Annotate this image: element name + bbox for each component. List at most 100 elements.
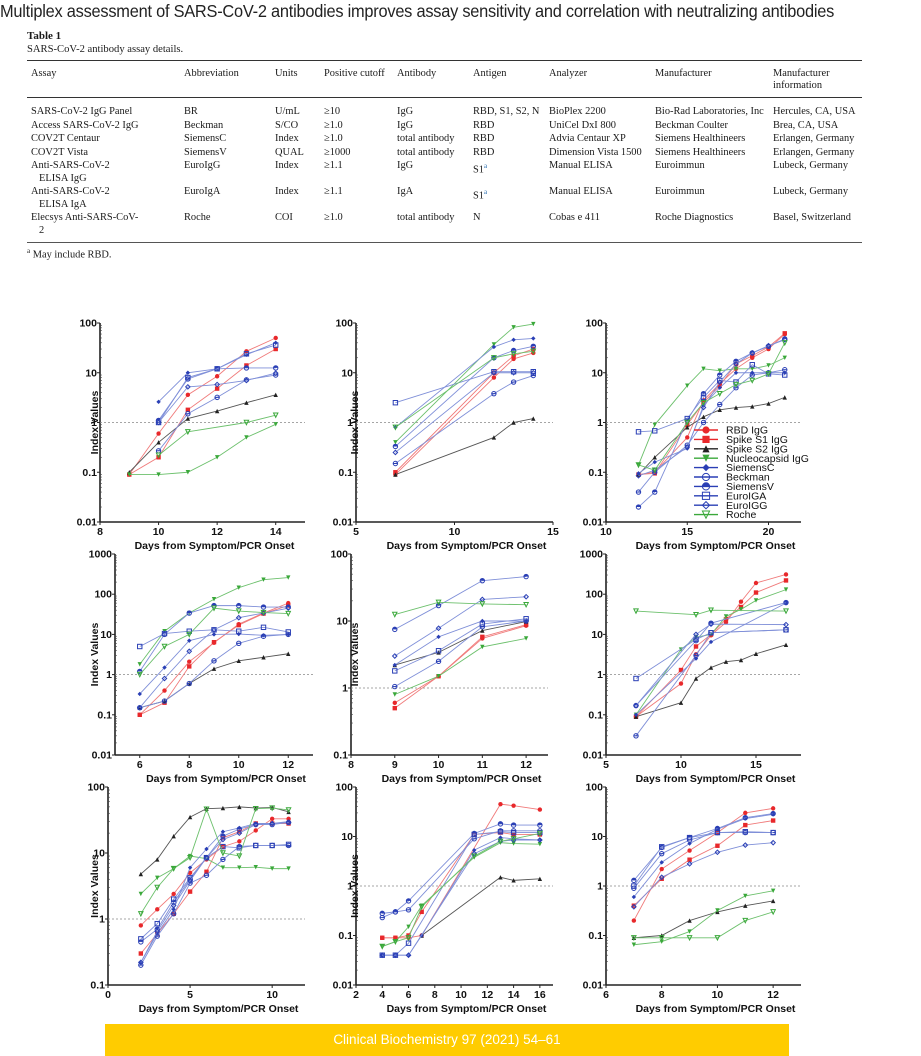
chart-panel-4: 0.01 0.1 1 10 100 1000 6 8 10 12 Days from Symptom…	[89, 549, 313, 785]
data-point	[491, 375, 497, 380]
series-line	[128, 394, 276, 473]
cell-abbreviation: EuroIgA	[184, 186, 221, 197]
data-point	[537, 832, 543, 837]
series-line	[395, 371, 534, 404]
legend-entry: Nucleocapsid IgG	[694, 453, 809, 465]
data-point	[471, 836, 477, 842]
data-point	[379, 952, 386, 959]
series-spike-s2-igg	[392, 619, 529, 668]
x-tick-label: 8	[659, 989, 665, 1001]
data-point	[286, 575, 291, 580]
data-point	[693, 636, 699, 643]
data-point	[631, 918, 637, 923]
data-point	[273, 365, 279, 371]
series-beckman	[631, 829, 776, 891]
data-point	[635, 504, 642, 510]
series-euroigg	[136, 605, 292, 711]
data-point	[471, 831, 477, 838]
data-point	[211, 639, 217, 645]
series-beckman	[155, 372, 279, 454]
data-point	[510, 347, 517, 354]
cell-assay: COV2T Centaur	[27, 132, 180, 146]
assay-name-cont: 2	[39, 224, 45, 236]
data-point	[715, 908, 720, 913]
series-rbd-igg	[127, 335, 278, 477]
x-tick-label: 8	[97, 526, 103, 538]
legend-label: Spike S1 IgG	[726, 434, 788, 446]
data-point	[717, 383, 722, 388]
cell-manufacturer: Siemens Healthineers	[655, 146, 746, 158]
y-tick-label: 0.1	[588, 709, 603, 721]
data-point	[733, 385, 739, 391]
x-tick-label: 10	[712, 989, 724, 1001]
y-tick-label: 10	[591, 367, 603, 379]
col-header: Manufacturer information	[773, 68, 830, 91]
data-point	[138, 923, 144, 928]
cell-cutoff: ≥1.1	[324, 160, 343, 171]
series-rbd-igg	[633, 572, 789, 719]
data-point	[204, 869, 209, 874]
footnote-link[interactable]: a	[483, 162, 488, 170]
data-point	[185, 370, 191, 375]
legend-label: EuroIGG	[726, 500, 767, 512]
series-line	[395, 337, 534, 428]
data-point	[498, 840, 503, 845]
series-line	[638, 342, 786, 471]
data-point	[714, 829, 721, 836]
data-point	[436, 650, 441, 655]
y-tick-label: 1000	[580, 549, 604, 561]
data-point	[635, 462, 642, 469]
data-point	[781, 336, 788, 343]
data-point	[170, 899, 177, 905]
data-point	[184, 429, 191, 436]
series-line	[394, 625, 527, 704]
table-row: COV2T Vista SiemensV QUAL ≥1000 total antibo…	[27, 146, 862, 160]
series-spike-s1-igg	[636, 331, 787, 477]
data-point	[498, 835, 503, 840]
data-point	[742, 829, 748, 836]
data-point	[244, 435, 249, 440]
data-point	[686, 860, 693, 867]
legend-entry: SiemensC	[694, 462, 775, 474]
y-tick-label: 10	[341, 367, 353, 379]
data-point	[523, 618, 529, 624]
legend-entry: EuroIGG	[694, 500, 767, 512]
series-euroigg	[391, 593, 530, 659]
data-point	[715, 909, 720, 915]
data-point	[733, 366, 739, 372]
series-line	[140, 807, 289, 915]
y-tick-label: 0.1	[338, 467, 353, 479]
data-point	[419, 933, 424, 938]
data-point	[687, 929, 692, 934]
data-point	[219, 850, 226, 857]
data-point	[652, 471, 657, 476]
y-tick-label: 0.01	[333, 517, 354, 529]
y-tick-label: 0.01	[333, 980, 354, 992]
series-line	[382, 830, 540, 919]
data-point	[418, 904, 425, 911]
cell-analyzer: UniCel DxI 800	[549, 119, 616, 131]
series-line	[394, 620, 527, 687]
series-beckman	[633, 627, 789, 739]
data-point	[510, 822, 517, 828]
data-point	[435, 658, 442, 665]
data-point	[186, 628, 192, 634]
series-siemensv	[138, 819, 292, 945]
cell-info: Hercules, CA, USA	[773, 106, 856, 117]
data-point	[651, 467, 658, 474]
series-siemensc	[380, 835, 543, 958]
col-header: Antigen	[473, 68, 507, 79]
footnote-link[interactable]: a	[483, 188, 488, 196]
data-point	[392, 952, 399, 958]
data-point	[770, 839, 777, 846]
data-point	[701, 414, 706, 420]
cell-assay: Anti-SARS-CoV-2 ELISA IgG	[27, 159, 180, 185]
data-point	[693, 652, 699, 657]
series-line	[638, 364, 785, 433]
data-point	[155, 907, 160, 912]
data-point	[723, 614, 729, 619]
assay-details-table: Assay Abbreviation Units Positive cutoff…	[27, 60, 862, 243]
data-point	[633, 714, 639, 719]
data-point	[783, 600, 789, 606]
